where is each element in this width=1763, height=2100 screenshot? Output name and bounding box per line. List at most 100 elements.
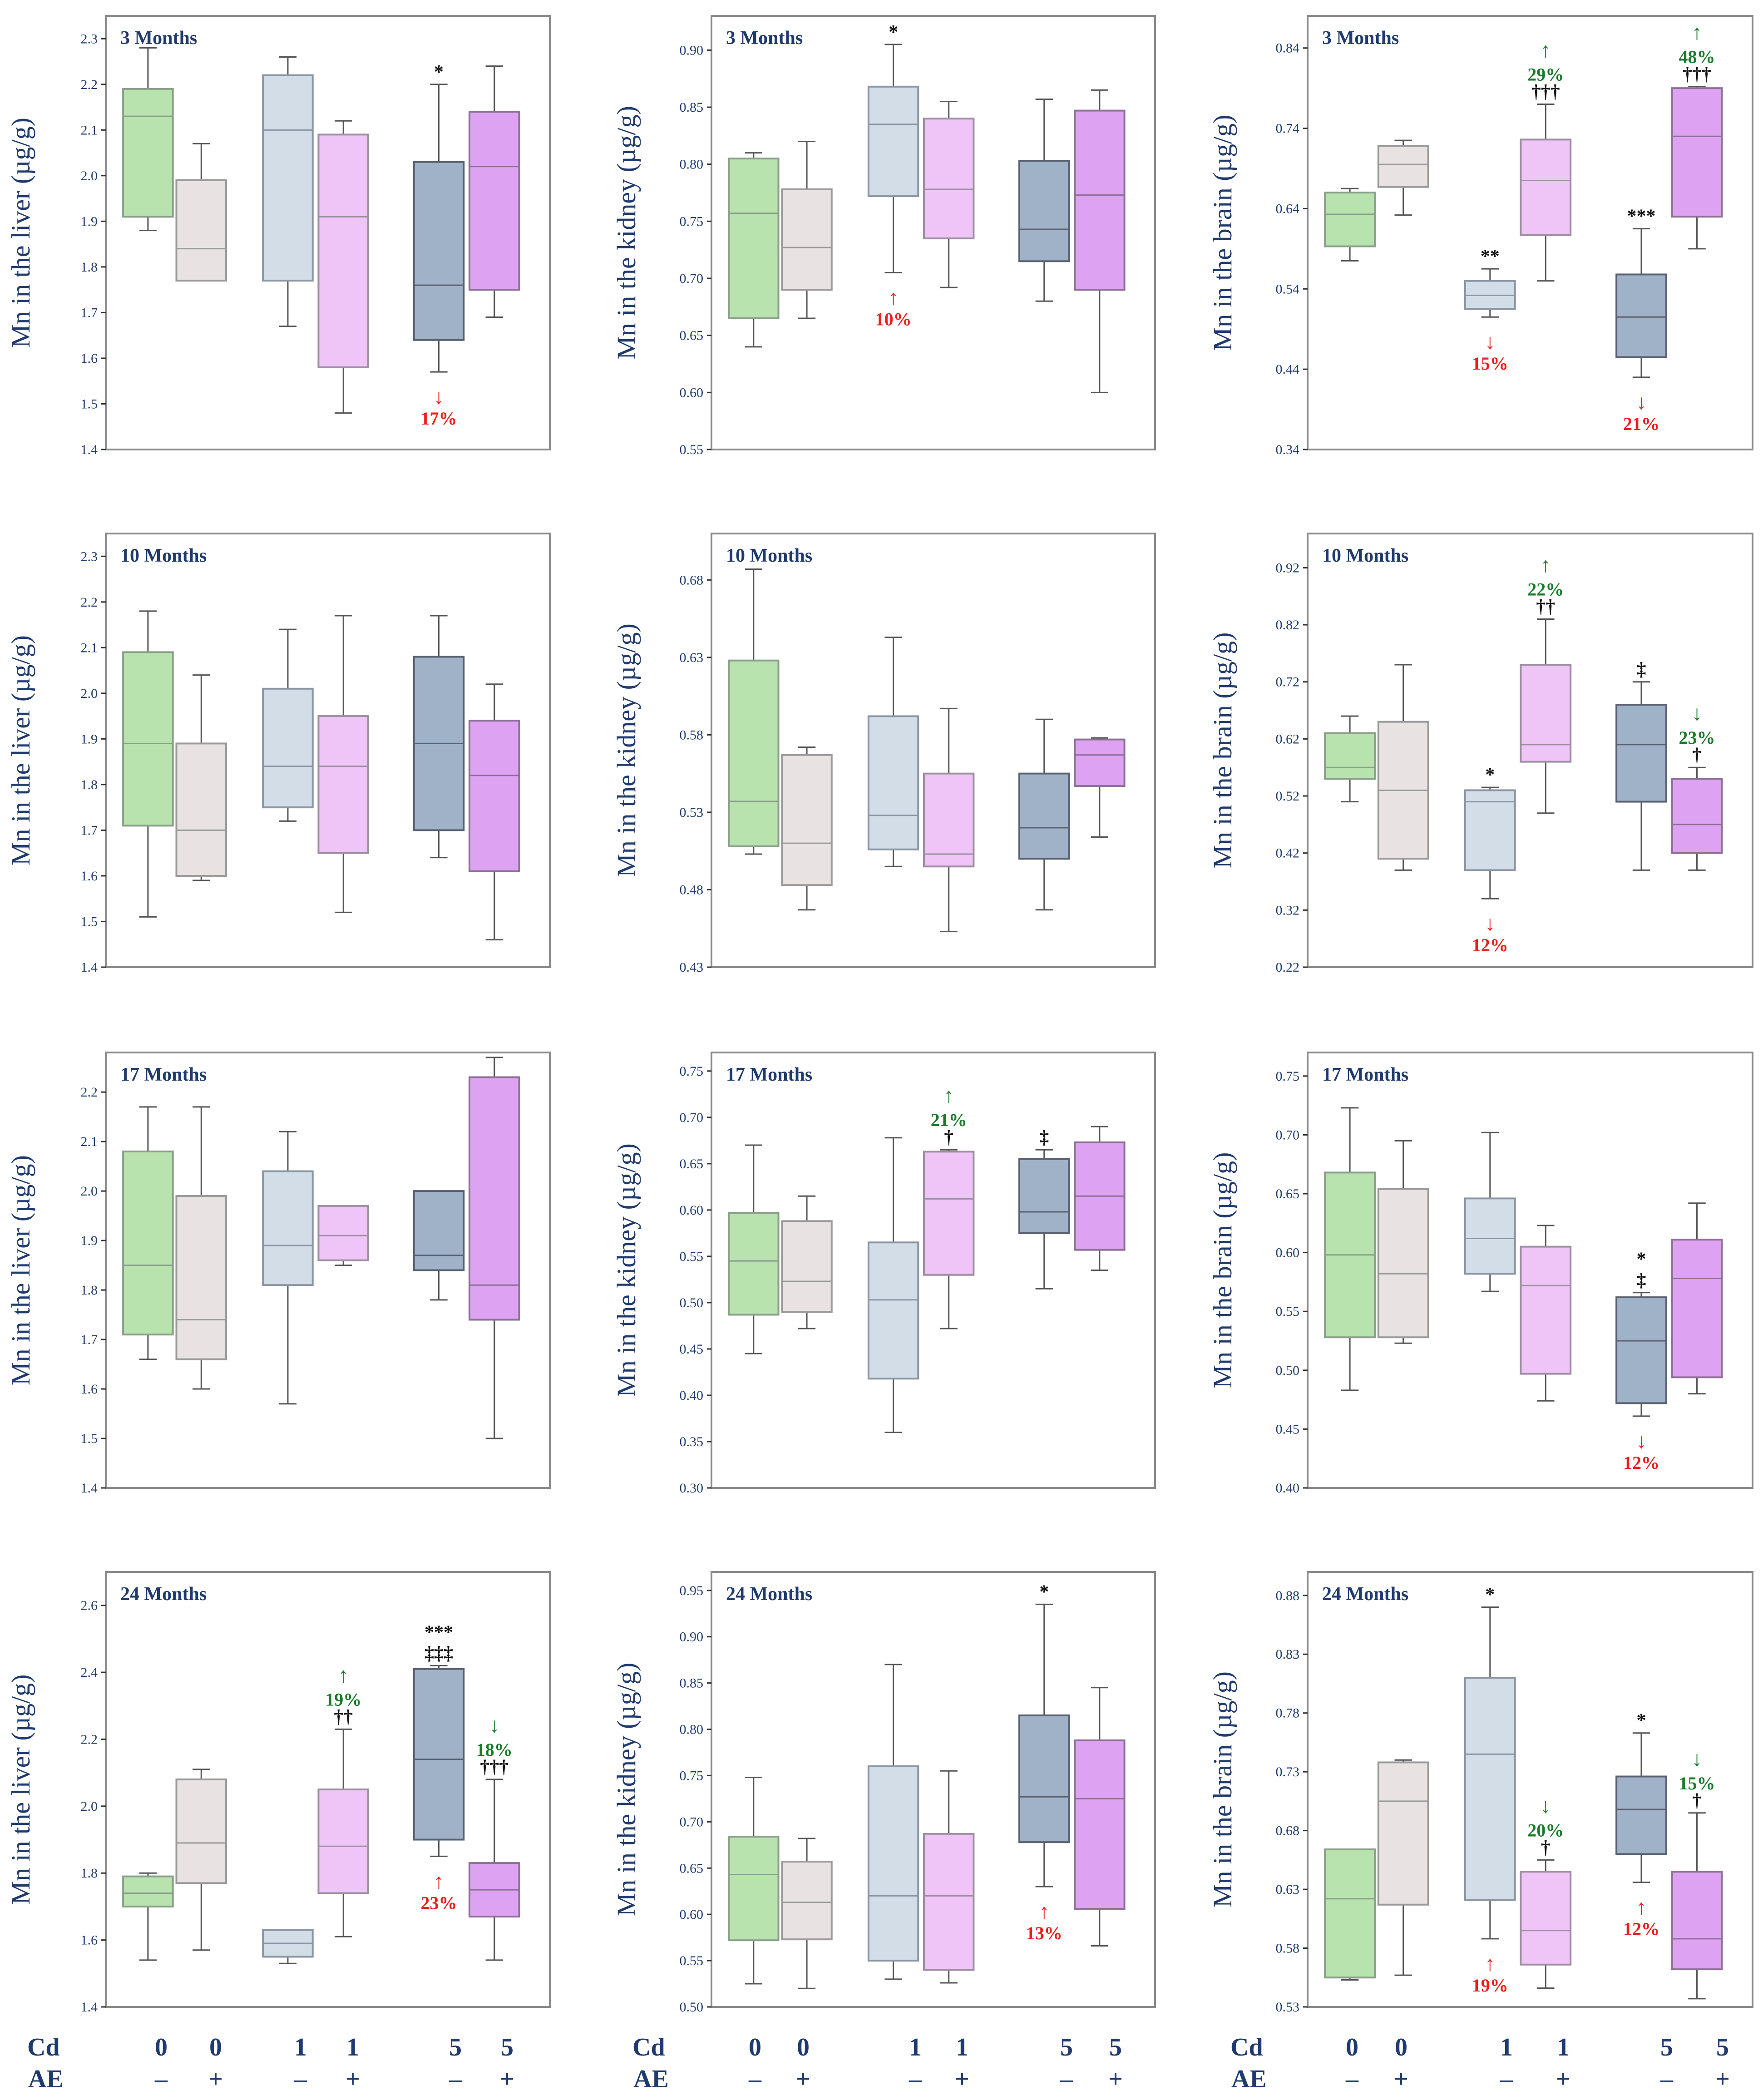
- y-tick-label: 0.60: [680, 1203, 704, 1218]
- y-tick-label: 0.54: [1276, 282, 1300, 296]
- box-iqr: [1018, 160, 1070, 262]
- box-iqr: [122, 651, 174, 827]
- significance-annotation: 22% ↑: [1527, 553, 1564, 599]
- y-tick-label: 0.34: [1276, 442, 1300, 457]
- y-tick-label: 0.65: [1276, 1186, 1300, 1201]
- box-plot: [867, 637, 919, 867]
- box-iqr: [1074, 1739, 1126, 1910]
- y-tick-label: 0.68: [1276, 1823, 1300, 1838]
- box-plot: [1520, 1859, 1572, 1989]
- box-iqr: [175, 742, 227, 877]
- significance-marker: *: [1485, 1585, 1495, 1606]
- ae-treatment-value: –: [1060, 2065, 1073, 2093]
- box-iqr: [1520, 664, 1572, 763]
- y-tick-label: 0.60: [680, 1907, 704, 1922]
- percent-change-label: 13%: [1026, 1923, 1062, 1943]
- y-tick-label: 1.6: [81, 869, 98, 884]
- significance-annotation: ‡: [1039, 1127, 1049, 1148]
- significance-annotation: ↓15%: [1472, 330, 1508, 374]
- y-tick-label: 2.1: [81, 640, 98, 655]
- chart-panel: 1.4 1.5 1.6 1.7 1.8 1.9 2.0 2.1 2.2 2.3 Mn in the …: [6, 15, 551, 457]
- y-tick-label: 0.75: [680, 1064, 704, 1079]
- box-plot: [262, 56, 314, 327]
- significance-marker: ***: [425, 1622, 453, 1643]
- significance-annotation: ↑13%: [1026, 1900, 1062, 1943]
- significance-marker: †: [1541, 1837, 1551, 1858]
- chart-panel: 1.4 1.5 1.6 1.7 1.8 1.9 2.0 2.1 2.2 Mn in the liv…: [6, 1052, 551, 1496]
- box-plot: [468, 683, 520, 941]
- significance-annotation: 23%↓: [1679, 702, 1715, 748]
- significance-annotation: *: [434, 62, 444, 83]
- box-plot: [1520, 104, 1572, 282]
- ae-treatment-value: +: [1715, 2065, 1730, 2093]
- box-iqr: [781, 188, 833, 291]
- y-tick-label: 0.53: [1276, 2000, 1300, 2015]
- y-tick-label: 0.43: [680, 960, 704, 975]
- box-plot: [781, 140, 833, 319]
- box-iqr: [1324, 192, 1376, 247]
- percent-change-label: 18%: [476, 1739, 513, 1760]
- percent-change-label: 23%: [1679, 727, 1715, 748]
- y-tick-label: 0.72: [1276, 675, 1300, 690]
- change-arrow-icon: ↑: [1039, 1900, 1049, 1923]
- significance-marker: ‡: [1637, 1270, 1646, 1291]
- box-plot: [175, 1769, 227, 1951]
- y-tick-label: 1.4: [81, 442, 98, 457]
- box-iqr: [1671, 1239, 1723, 1379]
- box-plot: [1324, 1107, 1376, 1391]
- y-tick-label: 0.60: [1276, 1245, 1300, 1260]
- box-plot: [867, 1137, 919, 1433]
- y-tick-label: 0.88: [1276, 1588, 1300, 1603]
- significance-annotation: ‡: [1637, 659, 1646, 680]
- panel-title: 17 Months: [1322, 1064, 1408, 1085]
- significance-annotation: ↓17%: [421, 385, 457, 429]
- cd-row-label: Cd: [27, 2033, 60, 2061]
- box-iqr: [1074, 109, 1126, 291]
- y-tick-label: 0.73: [1276, 1764, 1300, 1779]
- change-arrow-icon: ↑: [434, 1869, 444, 1892]
- significance-annotation: *: [889, 22, 898, 43]
- box-iqr: [1464, 1677, 1516, 1901]
- significance-marker: ***: [1627, 206, 1656, 227]
- ae-treatment-value: +: [208, 2065, 223, 2093]
- box-iqr: [1074, 738, 1126, 787]
- y-tick-label: 0.60: [680, 385, 704, 400]
- y-tick-label: 2.4: [81, 1665, 98, 1680]
- significance-annotation: ↓21%: [1623, 390, 1659, 434]
- significance-marker: *: [1039, 1581, 1049, 1602]
- y-axis-label: Mn in the kidney (µg/g): [612, 623, 641, 877]
- box-iqr: [317, 1789, 369, 1894]
- box-iqr: [175, 1778, 227, 1884]
- significance-annotation: 29%↑: [1527, 39, 1564, 85]
- ae-treatment-value: +: [346, 2065, 360, 2093]
- y-tick-label: 0.44: [1276, 362, 1300, 377]
- change-arrow-icon: ↑: [1692, 21, 1702, 44]
- y-tick-label: 0.55: [1276, 1304, 1300, 1319]
- box-plot: [317, 1728, 369, 1937]
- percent-change-label: 17%: [421, 408, 457, 429]
- box-iqr: [413, 1190, 465, 1271]
- box-iqr: [122, 1150, 174, 1336]
- y-tick-label: 0.78: [1276, 1706, 1300, 1721]
- chart-panel: 0.53 0.58 0.63 0.68 0.73 0.78 0.83 0.88 Mn in th…: [1208, 1571, 1753, 2015]
- cd-dose-value: 5: [1060, 2033, 1073, 2061]
- box-iqr: [728, 659, 780, 847]
- box-iqr: [1520, 138, 1572, 236]
- significance-annotation: †††: [1683, 64, 1711, 85]
- percent-change-label: 22%: [1527, 579, 1564, 599]
- y-axis-label: Mn in the brain (µg/g): [1208, 632, 1237, 869]
- y-tick-label: 0.50: [680, 1295, 704, 1310]
- change-arrow-icon: ↑: [1636, 1896, 1647, 1919]
- box-plot: [317, 120, 369, 414]
- significance-annotation: ††: [1536, 596, 1555, 617]
- box-plot: [413, 1665, 465, 1857]
- y-tick-label: 0.70: [680, 271, 704, 286]
- box-plot: [728, 1777, 780, 1985]
- panel-title: 17 Months: [120, 1064, 207, 1085]
- y-tick-label: 0.48: [680, 882, 704, 897]
- box-iqr: [1615, 1775, 1667, 1855]
- y-tick-label: 0.85: [680, 1676, 704, 1691]
- y-axis-label: Mn in the brain (µg/g): [1208, 115, 1237, 351]
- y-tick-label: 2.0: [81, 686, 98, 701]
- box-plot: [262, 1929, 314, 1964]
